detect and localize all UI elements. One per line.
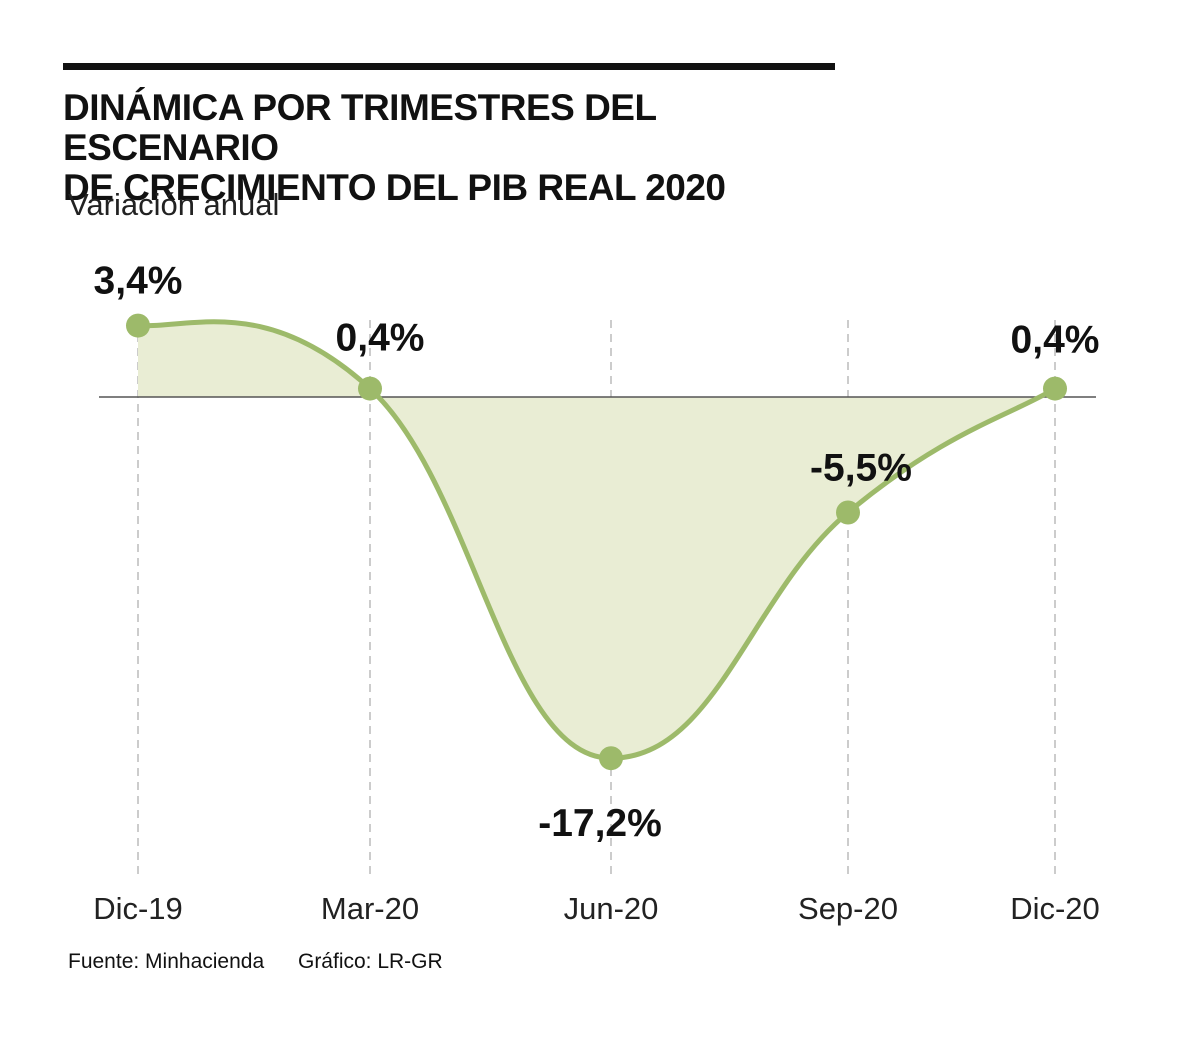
chart-title: DINÁMICA POR TRIMESTRES DEL ESCENARIO DE… [63, 88, 863, 208]
credit-note: Gráfico: LR-GR [297, 950, 443, 973]
title-line-2: DE CRECIMIENTO DEL PIB REAL 2020 [63, 167, 726, 208]
x-tick-label-mar-20: Mar-20 [321, 891, 419, 926]
data-label-mar-20: 0,4% [336, 317, 425, 360]
source-note: Fuente: Minhacienda [68, 950, 265, 973]
data-label-dic-20: 0,4% [1011, 319, 1100, 362]
x-tick-label-sep-20: Sep-20 [798, 891, 898, 926]
area-fill [138, 321, 1055, 759]
title-line-1: DINÁMICA POR TRIMESTRES DEL ESCENARIO [63, 87, 656, 168]
data-point-sep-20 [836, 500, 860, 525]
data-label-dic-19: 3,4% [94, 260, 183, 303]
chart-subtitle: Variación anual [68, 187, 280, 222]
data-point-mar-20 [358, 376, 382, 401]
x-tick-label-dic-20: Dic-20 [1010, 891, 1100, 926]
top-rule [63, 63, 835, 70]
footer: Fuente: Minhacienda Gráfico: LR-GR [68, 950, 443, 974]
data-point-dic-19 [126, 313, 150, 338]
data-label-sep-20: -5,5% [810, 447, 912, 490]
data-point-jun-20 [599, 746, 623, 771]
data-point-dic-20 [1043, 376, 1067, 401]
x-tick-label-jun-20: Jun-20 [564, 891, 659, 926]
data-label-jun-20: -17,2% [538, 802, 662, 845]
x-tick-label-dic-19: Dic-19 [93, 891, 183, 926]
